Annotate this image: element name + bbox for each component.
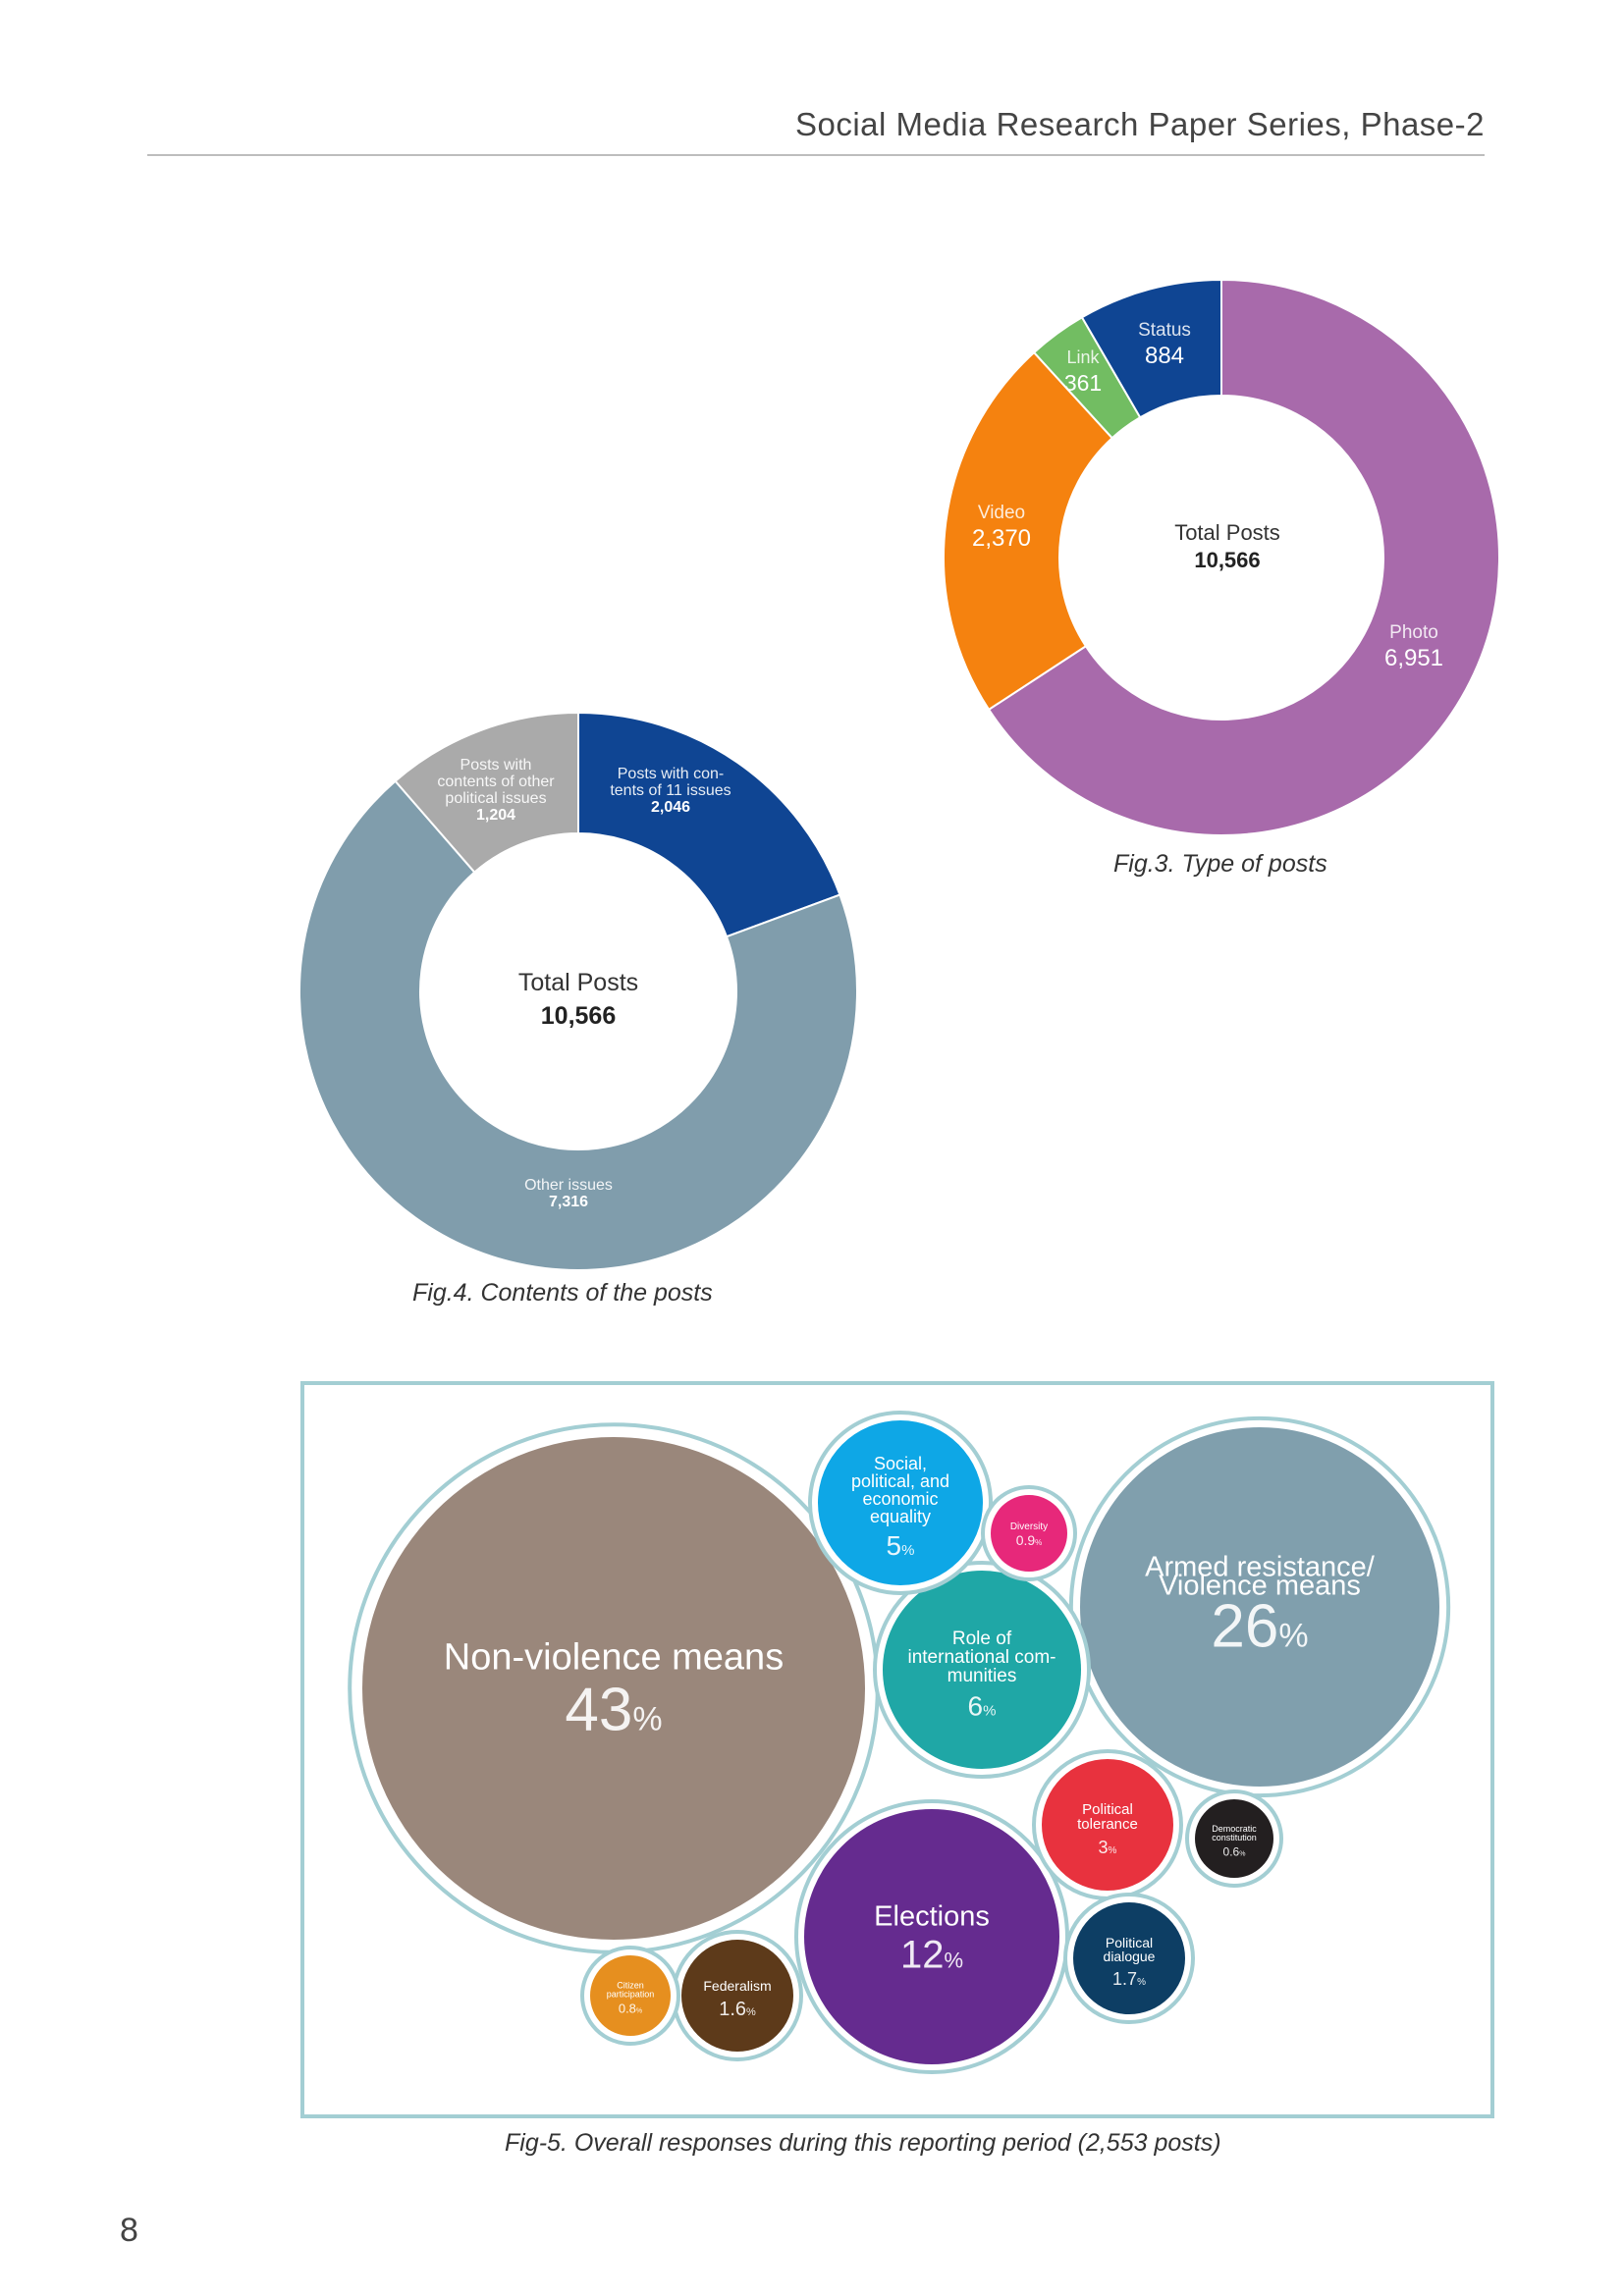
slice-label: contents of other	[437, 774, 555, 790]
bubble-label: participation	[607, 1989, 655, 1999]
slice-posts-with-con-tents-of-11-issues	[577, 711, 841, 938]
bubble-circle	[818, 1420, 983, 1585]
header-title: Social Media Research Paper Series, Phas…	[794, 106, 1485, 142]
bubble-circle	[991, 1495, 1067, 1572]
slice-value: 2,370	[972, 525, 1031, 552]
slice-value: 884	[1145, 343, 1184, 369]
slice-label: Photo	[1389, 622, 1438, 643]
slice-value: 1,204	[476, 807, 515, 824]
slice-photo	[987, 278, 1500, 836]
bubble-circle	[1080, 1427, 1439, 1787]
slice-label: political issues	[445, 790, 546, 807]
bubble-label: Social,	[874, 1454, 927, 1473]
slice-value: 2,046	[651, 799, 690, 816]
slice-value: 361	[1064, 370, 1102, 396]
fig4-caption: Fig.4. Contents of the posts	[412, 1279, 713, 1307]
bubble-label: munities	[947, 1666, 1017, 1686]
bubble-value: 43%	[565, 1677, 662, 1744]
slice-label: Other issues	[524, 1177, 613, 1194]
bubble-label: tolerance	[1077, 1816, 1138, 1833]
slice-video	[943, 350, 1114, 712]
bubble-label: economic	[862, 1489, 938, 1509]
bubble-label: Democratic	[1212, 1824, 1257, 1834]
slice-label: Status	[1138, 320, 1191, 341]
bubble-circle	[362, 1437, 865, 1940]
bubble-circle	[1042, 1759, 1173, 1891]
bubble-label: Non-violence means	[444, 1637, 784, 1679]
center-label: Total Posts	[1174, 520, 1280, 545]
center-value: 10,566	[541, 1002, 616, 1030]
fig3-caption: Fig.3. Type of posts	[1113, 850, 1327, 878]
bubble-circle	[681, 1940, 793, 2052]
bubble-circle	[1073, 1902, 1185, 2014]
bubble-circle	[804, 1809, 1059, 2064]
bubble-label: equality	[870, 1507, 931, 1526]
slice-value: 7,316	[549, 1194, 588, 1210]
slice-label: Video	[978, 503, 1025, 523]
bubble-label: Elections	[874, 1900, 990, 1932]
header-divider	[147, 154, 1485, 156]
bubble-label: political, and	[851, 1471, 949, 1491]
bubble-label: Citizen	[617, 1980, 644, 1990]
bubble-label: constitution	[1212, 1833, 1257, 1842]
slice-label: Posts with con-	[618, 766, 724, 782]
bubble-circle	[1195, 1799, 1273, 1878]
slice-label: tents of 11 issues	[610, 782, 731, 799]
center-value: 10,566	[1194, 548, 1260, 572]
bubble-label: Political	[1082, 1801, 1133, 1818]
bubble-label: Political	[1106, 1935, 1153, 1950]
bubble-circle	[590, 1955, 671, 2036]
bubble-label: international com-	[907, 1647, 1056, 1668]
slice-other-issues	[298, 779, 858, 1271]
slice-label: Posts with	[460, 757, 532, 774]
slice-status	[1080, 278, 1222, 419]
fig5-caption: Fig-5. Overall responses during this rep…	[505, 2129, 1221, 2157]
slice-label: Link	[1066, 347, 1100, 367]
bubble-label: Federalism	[703, 1978, 771, 1994]
bubble-label: Armed resistance/	[1145, 1551, 1376, 1582]
bubble-circle	[883, 1571, 1081, 1769]
bubble-label: Role of	[952, 1629, 1012, 1649]
slice-posts-with-contents-of-other-political-issues	[394, 711, 579, 874]
center-label: Total Posts	[518, 969, 638, 996]
page-number: 8	[120, 2212, 138, 2249]
bubble-label: Diversity	[1010, 1522, 1048, 1532]
bubble-label: dialogue	[1104, 1949, 1156, 1964]
slice-value: 6,951	[1384, 645, 1443, 671]
bubble-label: Violence means	[1159, 1570, 1361, 1601]
